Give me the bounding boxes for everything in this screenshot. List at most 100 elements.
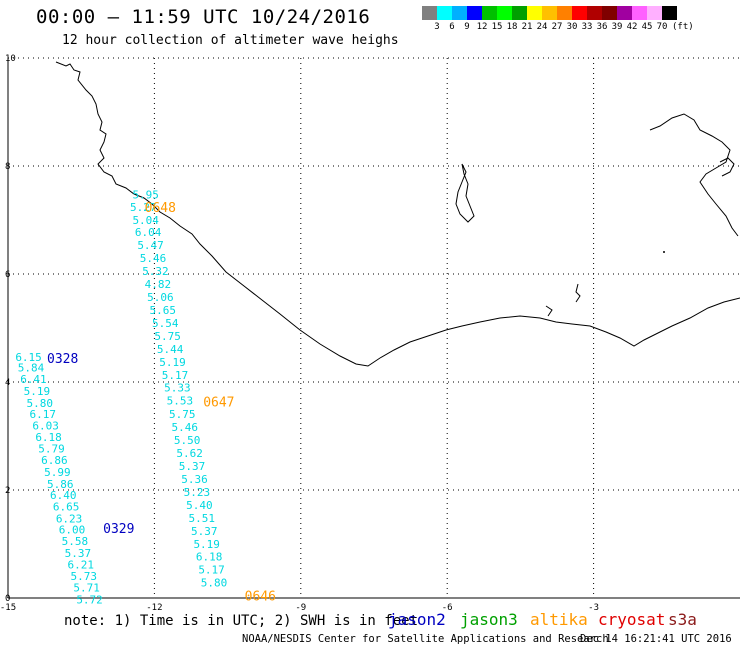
swh-value-label: 5.47	[137, 239, 164, 252]
legend-tick-label: 45	[641, 22, 653, 32]
x-tick-label: -6	[442, 603, 453, 613]
swh-value-label: 5.75	[154, 330, 181, 343]
legend-swatch	[422, 6, 437, 20]
pass-time-label: 0646	[245, 590, 276, 605]
coast-dot	[663, 251, 665, 253]
swh-value-label: 5.27	[130, 201, 157, 214]
coast-inlet	[545, 305, 553, 317]
swh-value-label: 5.06	[147, 291, 174, 304]
legend-tick-label: 70	[656, 22, 668, 32]
swh-value-label: 5.75	[169, 408, 196, 421]
legend-tick-label: 33	[581, 22, 593, 32]
swh-value-label: 5.04	[132, 214, 159, 227]
y-tick-label: 0	[5, 594, 10, 604]
swh-value-label: 5.40	[186, 499, 213, 512]
satellite-label-s3a: s3a	[668, 610, 697, 629]
swh-value-label: 5.50	[174, 434, 201, 447]
pass-time-label: 0648	[145, 201, 176, 216]
swh-value-label: 5.33	[164, 382, 191, 395]
swh-value-label: 5.80	[27, 397, 53, 410]
y-tick-label: 2	[5, 486, 10, 496]
x-tick-label: -9	[295, 603, 306, 613]
swh-value-label: 5.95	[132, 188, 159, 201]
map-subtitle: 12 hour collection of altimeter wave hei…	[62, 33, 399, 48]
legend-tick-label: 15	[491, 22, 503, 32]
legend-swatch	[527, 6, 542, 20]
y-tick-label: 4	[5, 378, 10, 388]
swh-value-label: 6.18	[35, 431, 62, 444]
legend-tick-label: 36	[596, 22, 608, 32]
swh-value-label: 5.54	[152, 317, 179, 330]
swh-value-label: 6.03	[32, 420, 59, 433]
coast-lake-detail	[719, 157, 735, 177]
map-frame	[7, 58, 740, 599]
legend-tick-label: 18	[506, 22, 518, 32]
island-bioko	[455, 163, 475, 223]
map-title: 00:00 – 11:59 UTC 10/24/2016	[36, 6, 371, 28]
swh-value-label: 6.86	[41, 454, 68, 467]
y-tick-label: 6	[5, 270, 10, 280]
y-tick-label: 8	[5, 162, 10, 172]
swh-value-label: 5.37	[191, 525, 218, 538]
swh-value-label: 6.17	[29, 408, 56, 421]
legend-tick-label: 6	[449, 22, 455, 32]
satellite-label-jason3: jason3	[460, 610, 518, 629]
coastline-mainland	[55, 61, 740, 367]
legend-swatch	[467, 6, 482, 20]
swh-value-label: 6.04	[135, 226, 162, 239]
legend-swatch	[497, 6, 512, 20]
pass-time-label: 0647	[203, 395, 234, 410]
swh-value-label: 6.65	[53, 501, 79, 514]
swh-value-label: 5.80	[201, 577, 228, 590]
legend-swatch	[647, 6, 662, 20]
legend-tick-label: 24	[536, 22, 548, 32]
legend-swatch	[557, 6, 572, 20]
swh-value-label: 5.19	[159, 356, 186, 369]
swh-value-label: 5.58	[62, 535, 89, 548]
swh-value-label: 5.51	[189, 512, 216, 525]
satellite-label-jason2: jason2	[388, 610, 446, 629]
legend-tick-label: 21	[521, 22, 533, 32]
coastline	[55, 61, 740, 367]
swh-value-label: 6.21	[68, 558, 95, 571]
legend-tick-label: 9	[464, 22, 470, 32]
satellite-tracks: 5.955.275.046.045.475.465.324.825.065.65…	[15, 188, 276, 606]
legend-tick-label: 27	[551, 22, 563, 32]
timestamp-text: Dec 14 16:21:41 UTC 2016	[580, 633, 732, 645]
legend-tick-label: 42	[626, 22, 638, 32]
swh-value-label: 6.40	[50, 489, 77, 502]
satellite-label-cryosat: cryosat	[598, 610, 666, 629]
coast-volta-lake	[575, 283, 581, 303]
swh-value-label: 5.32	[142, 265, 169, 278]
axis-labels: -15 -12 -9 -6 -3 0 2 4 6 8 10	[0, 54, 599, 613]
coast-lake-upper	[649, 113, 739, 237]
swh-value-label: 5.62	[176, 447, 203, 460]
satellite-label-altika: altika	[530, 610, 588, 629]
swh-value-label: 5.46	[140, 252, 167, 265]
swh-value-label: 5.37	[65, 547, 92, 560]
swh-value-label: 5.84	[18, 362, 45, 375]
swh-value-label: 6.15	[15, 351, 42, 364]
legend-swatch	[512, 6, 527, 20]
grid-lines	[7, 57, 740, 599]
legend-swatch	[482, 6, 497, 20]
legend-swatch	[617, 6, 632, 20]
y-tick-label: 10	[5, 54, 16, 64]
legend-tick-label: 12	[476, 22, 488, 32]
swh-value-label: 5.37	[179, 460, 206, 473]
x-tick-label: -12	[146, 603, 162, 613]
swh-value-label: 5.19	[24, 385, 50, 398]
swh-value-label: 5.72	[76, 593, 103, 606]
swh-value-label: 5.99	[44, 466, 71, 479]
swh-value-label: 5.44	[157, 343, 184, 356]
swh-value-label: 5.53	[167, 395, 194, 408]
legend-swatch	[662, 6, 677, 20]
swh-value-label: 5.17	[198, 564, 225, 577]
swh-value-label: 5.79	[38, 443, 64, 456]
legend-swatch	[452, 6, 467, 20]
pass-time-label: 0329	[103, 522, 134, 537]
credit-text: NOAA/NESDIS Center for Satellite Applica…	[242, 633, 609, 645]
legend-tick-label: 30	[566, 22, 578, 32]
swh-value-label: 6.41	[20, 373, 47, 386]
